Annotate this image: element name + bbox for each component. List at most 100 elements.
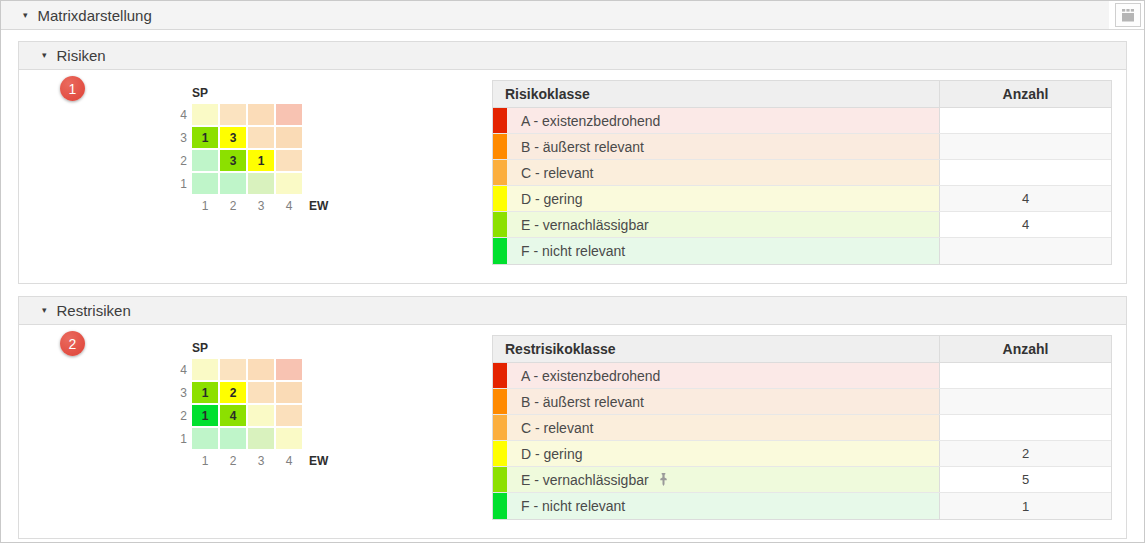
risk-class-label: C - relevant <box>521 165 593 181</box>
matrix-row: 4 <box>171 359 328 380</box>
matrix-row-label: 2 <box>171 409 187 423</box>
matrix-col-label: 2 <box>220 454 246 468</box>
matrix-y-axis-label: SP <box>192 341 328 355</box>
risk-class-color-swatch <box>493 238 507 264</box>
section-number-badge: 2 <box>60 331 85 356</box>
matrix-col-label: 2 <box>220 199 246 213</box>
matrix-col-label: 1 <box>192 454 218 468</box>
collapse-caret-icon[interactable]: ▾ <box>42 51 47 60</box>
matrix-cell <box>192 428 218 449</box>
main-header-row: ▾ Matrixdarstellung <box>1 1 1144 30</box>
matrix-row: 1 <box>171 173 328 194</box>
matrix-cell: 1 <box>192 127 218 148</box>
table-row: A - existenzbedrohend <box>493 108 1111 134</box>
matrix-y-axis-label: SP <box>192 86 328 100</box>
risk-class-label: D - gering <box>521 191 582 207</box>
matrix-cell <box>192 359 218 380</box>
calendar-icon <box>1120 7 1136 23</box>
matrix-cell <box>248 359 274 380</box>
risk-class-cell: E - vernachlässigbar <box>507 212 939 237</box>
matrix-col-label: 1 <box>192 199 218 213</box>
class-column-header: Risikoklasse <box>493 81 939 107</box>
risk-class-cell: A - existenzbedrohend <box>507 363 939 388</box>
matrix-cell <box>276 127 302 148</box>
table-rows: A - existenzbedrohendB - äußerst relevan… <box>493 108 1111 264</box>
risk-class-label: F - nicht relevant <box>521 243 625 259</box>
matrix-cell <box>276 104 302 125</box>
matrix-cell <box>220 359 246 380</box>
matrix-row: 312 <box>171 382 328 403</box>
matrix-row-label: 1 <box>171 177 187 191</box>
matrix-cell: 1 <box>192 405 218 426</box>
matrix-x-axis: 1234EW <box>192 199 328 213</box>
matrix-row: 4 <box>171 104 328 125</box>
matrix-cell <box>276 405 302 426</box>
section-header[interactable]: ▾ Restrisiken <box>19 297 1126 325</box>
risk-class-color-swatch <box>493 493 507 519</box>
risk-class-color-swatch <box>493 134 507 159</box>
collapse-caret-icon[interactable]: ▾ <box>23 11 28 20</box>
risk-class-label: E - vernachlässigbar <box>521 217 649 233</box>
matrix-cell <box>276 150 302 171</box>
count-cell: 4 <box>939 212 1111 237</box>
matrix-cell <box>248 405 274 426</box>
matrix-cell: 3 <box>220 127 246 148</box>
matrix-cell: 3 <box>220 150 246 171</box>
risk-class-cell: B - äußerst relevant <box>507 389 939 414</box>
count-cell <box>939 160 1111 185</box>
matrix-x-axis-label: EW <box>309 199 328 213</box>
matrix-cell: 2 <box>220 382 246 403</box>
header-actions <box>1112 1 1144 29</box>
risk-class-cell: D - gering <box>507 441 939 466</box>
risk-class-color-swatch <box>493 108 507 133</box>
matrix-cell <box>192 104 218 125</box>
risk-class-color-swatch <box>493 186 507 211</box>
matrix-row: 1 <box>171 428 328 449</box>
risk-class-color-swatch <box>493 441 507 466</box>
count-cell <box>939 238 1111 264</box>
count-cell <box>939 108 1111 133</box>
risk-class-color-swatch <box>493 415 507 440</box>
risk-class-color-swatch <box>493 389 507 414</box>
table-row: B - äußerst relevant <box>493 389 1111 415</box>
table-row: C - relevant <box>493 160 1111 186</box>
section-panel: ▾ Restrisiken 2 SP 43122141 1234EW Restr… <box>18 296 1127 539</box>
matrix-view-page: ▾ Matrixdarstellung ▾ Risiken 1 SP 4 3 <box>0 0 1145 543</box>
risk-class-cell: C - relevant <box>507 415 939 440</box>
pushpin-icon[interactable] <box>658 473 669 486</box>
matrix-cell <box>220 173 246 194</box>
risk-class-cell: C - relevant <box>507 160 939 185</box>
count-cell <box>939 389 1111 414</box>
section-header[interactable]: ▾ Risiken <box>19 42 1126 70</box>
table-header-row: Risikoklasse Anzahl <box>493 81 1111 108</box>
calendar-button[interactable] <box>1115 3 1141 27</box>
matrix-row-label: 2 <box>171 154 187 168</box>
count-cell <box>939 134 1111 159</box>
table-row: A - existenzbedrohend <box>493 363 1111 389</box>
count-cell: 1 <box>939 493 1111 519</box>
table-row: E - vernachlässigbar 4 <box>493 212 1111 238</box>
count-cell <box>939 415 1111 440</box>
matrix-row-label: 3 <box>171 131 187 145</box>
section-title: Risiken <box>57 47 106 64</box>
matrix-row: 313 <box>171 127 328 148</box>
matrix-row-label: 4 <box>171 108 187 122</box>
table-row: D - gering4 <box>493 186 1111 212</box>
table-row: F - nicht relevant <box>493 238 1111 264</box>
matrix-x-axis: 1234EW <box>192 454 328 468</box>
matrix-cell <box>276 359 302 380</box>
risk-class-cell: F - nicht relevant <box>507 238 939 264</box>
risk-class-color-swatch <box>493 467 507 492</box>
risk-class-cell: B - äußerst relevant <box>507 134 939 159</box>
risk-class-color-swatch <box>493 160 507 185</box>
page-title: Matrixdarstellung <box>38 7 152 24</box>
matrix-grid: 43122141 <box>171 359 328 449</box>
table-row: F - nicht relevant1 <box>493 493 1111 519</box>
matrixdarstellung-header[interactable]: ▾ Matrixdarstellung <box>1 1 1109 29</box>
collapse-caret-icon[interactable]: ▾ <box>42 306 47 315</box>
matrix-cell <box>220 428 246 449</box>
matrix-col-label: 3 <box>248 199 274 213</box>
matrix-cell <box>276 428 302 449</box>
count-column-header: Anzahl <box>939 81 1111 107</box>
section-body: 2 SP 43122141 1234EW Restrisikoklasse An… <box>19 325 1126 538</box>
